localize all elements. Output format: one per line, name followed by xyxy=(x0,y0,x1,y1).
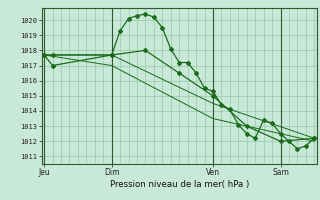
X-axis label: Pression niveau de la mer( hPa ): Pression niveau de la mer( hPa ) xyxy=(109,180,249,189)
